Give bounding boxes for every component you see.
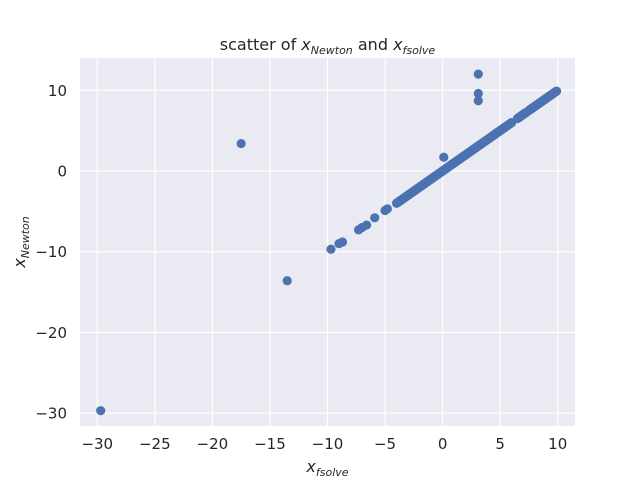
x-tick-label: −30 [81, 435, 113, 453]
x-tick-label: −15 [254, 435, 286, 453]
data-points [96, 69, 562, 416]
data-point [326, 244, 336, 254]
x-tick-label: 5 [495, 435, 505, 453]
data-point [473, 69, 483, 79]
y-tick-label: −10 [35, 243, 67, 261]
data-point [282, 276, 292, 286]
tick-labels: −30 −25 −20 −15 −10 −5 0 5 10 −30 −20 −10 0 10 [35, 82, 567, 453]
data-point [370, 213, 380, 223]
x-tick-label: −10 [312, 435, 344, 453]
data-point [473, 88, 483, 99]
chart-title: scatter of xNewton and xfsolve [220, 35, 436, 57]
x-axis-label: xfsolve [305, 457, 348, 479]
data-point [96, 406, 106, 416]
data-point [382, 204, 392, 214]
y-tick-label: 0 [57, 162, 67, 180]
data-point [236, 138, 246, 149]
data-point [362, 220, 372, 230]
x-tick-label: −5 [374, 435, 396, 453]
y-axis-label: xNewton [10, 216, 32, 269]
grid [80, 58, 575, 426]
x-tick-label: 10 [548, 435, 567, 453]
y-tick-label: 10 [48, 82, 67, 100]
data-point [473, 96, 483, 106]
data-point [337, 237, 348, 247]
x-tick-label: 0 [438, 435, 448, 453]
x-tick-label: −20 [197, 435, 229, 453]
data-point [551, 86, 562, 96]
data-point [439, 152, 449, 162]
x-tick-label: −25 [139, 435, 171, 453]
y-tick-label: −20 [35, 324, 67, 342]
y-tick-label: −30 [35, 405, 67, 423]
